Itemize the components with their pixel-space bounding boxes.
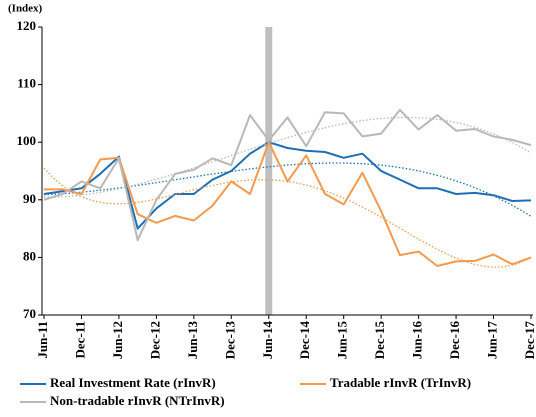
legend-label: Tradable rInvR (TrInvR) <box>330 375 471 390</box>
x-tick-label: Dec-16 <box>447 321 462 360</box>
x-tick-label: Jun-17 <box>485 321 500 360</box>
x-tick-label: Dec-13 <box>222 321 237 360</box>
y-tick-label: 90 <box>23 191 36 206</box>
x-tick-label: Dec-11 <box>72 321 87 359</box>
x-tick-label: Dec-17 <box>522 321 536 360</box>
legend-label: Real Investment Rate (rInvR) <box>50 375 216 390</box>
x-tick-label: Dec-14 <box>297 321 312 360</box>
x-tick-label: Jun-15 <box>335 321 350 360</box>
x-tick-label: Jun-14 <box>260 321 275 360</box>
x-tick-label: Jun-16 <box>410 321 425 360</box>
y-axis-label: (Index) <box>8 3 43 15</box>
trend-line <box>43 116 532 198</box>
series-line <box>43 108 532 242</box>
x-tick-label: Jun-12 <box>110 321 125 359</box>
x-tick-label: Jun-13 <box>185 321 200 360</box>
x-tick-label: Jun-11 <box>35 321 50 359</box>
y-tick-label: 80 <box>23 248 36 263</box>
x-tick-label: Dec-12 <box>147 321 162 359</box>
y-tick-label: 100 <box>17 133 37 148</box>
x-tick-label: Dec-15 <box>372 321 387 360</box>
legend-label: Non-tradable rInvR (NTrInvR) <box>50 393 225 408</box>
highlight-band <box>265 27 273 315</box>
y-tick-label: 70 <box>23 306 36 321</box>
series-line <box>44 141 532 267</box>
y-tick-label: 120 <box>17 18 37 33</box>
trend-line <box>43 167 532 268</box>
y-tick-label: 110 <box>17 76 36 91</box>
series-line <box>43 141 532 230</box>
